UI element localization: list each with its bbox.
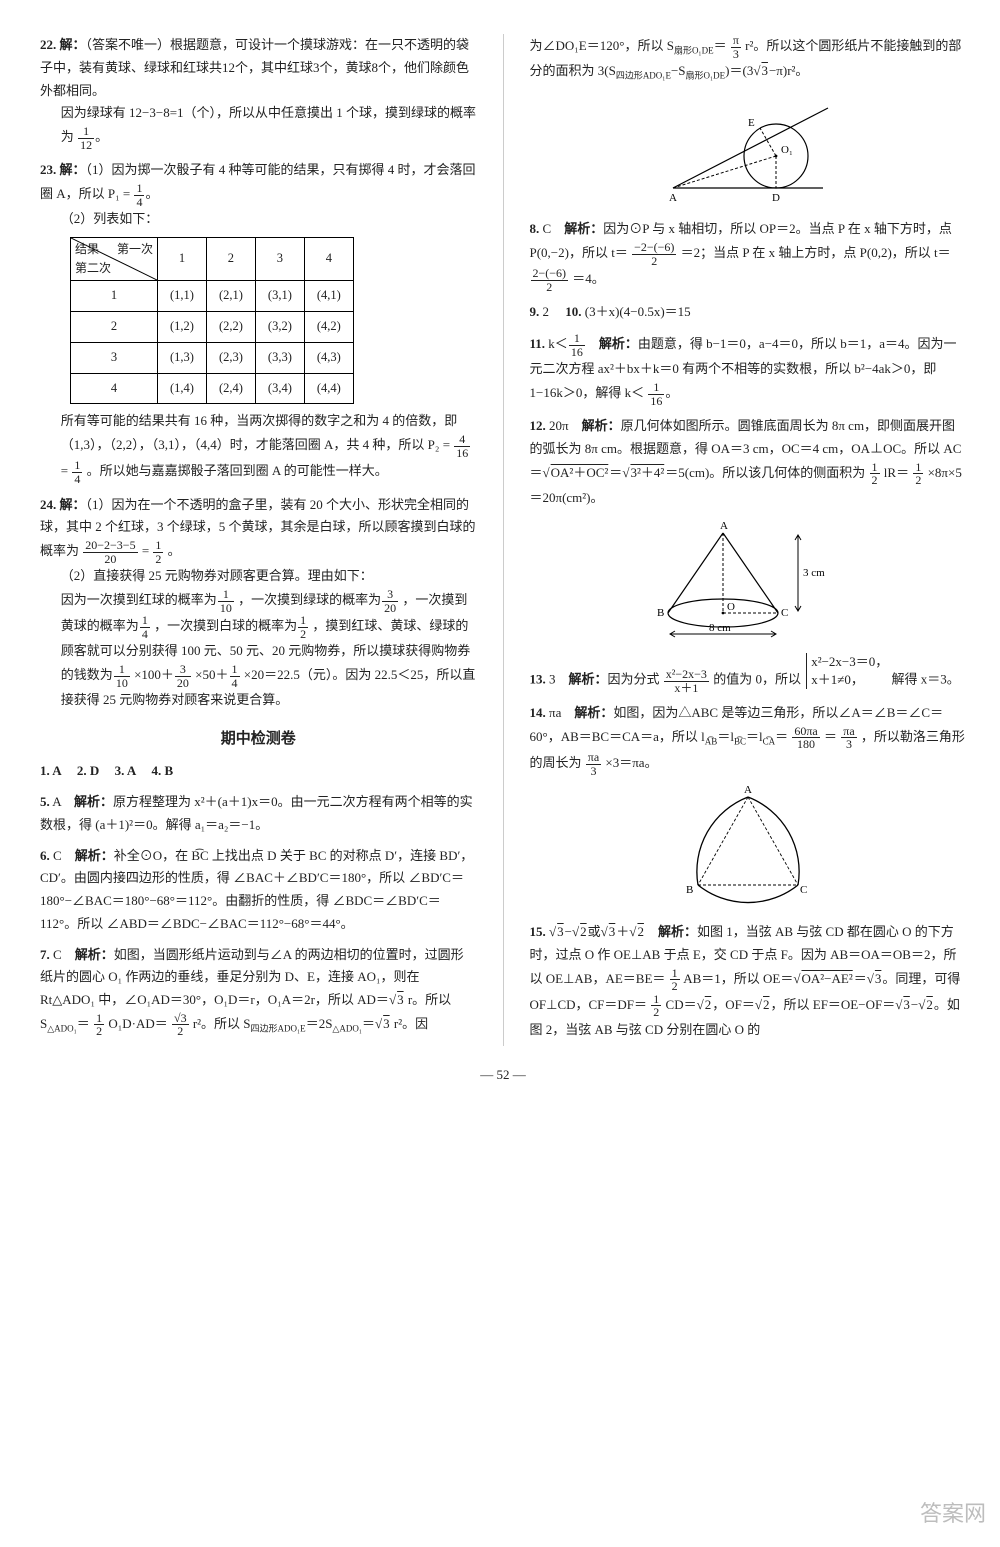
q24-label: 解：	[60, 497, 86, 512]
midterm-title: 期中检测卷	[40, 726, 477, 752]
svg-text:8 cm: 8 cm	[709, 622, 731, 634]
left-column: 22. 解：（答案不唯一）根据题意，可设计一个摸球游戏：在一只不透明的袋子中，装…	[40, 30, 477, 1050]
q24-p3: 因为一次摸到红球的概率为110 ，一次摸到绿球的概率为320 ，一次摸到黄球的概…	[40, 588, 477, 712]
cell: (4,3)	[304, 342, 353, 373]
svg-text:C: C	[781, 607, 788, 619]
watermark: 答案网	[920, 1495, 986, 1534]
q12: 12. 20π 解析：原几何体如图所示。圆锥底面周长为 8π cm，即侧面展开图…	[530, 415, 967, 509]
q22: 22. 解：（答案不唯一）根据题意，可设计一个摸球游戏：在一只不透明的袋子中，装…	[40, 34, 477, 151]
q24-frac1: 20−2−3−520	[83, 539, 137, 565]
cell: (2,4)	[206, 373, 255, 404]
q23-frac3: 14	[72, 459, 82, 485]
q23-frac2: 416	[454, 433, 470, 459]
q11: 11. k＜116 解析：由题意，得 b−1＝0，a−4＝0，所以 b＝1，a＝…	[530, 332, 967, 407]
svg-text:B: B	[686, 884, 693, 896]
q15: 15. √3−√2或√3＋√2 解析：如图 1，当弦 AB 与弦 CD 都在圆心…	[530, 921, 967, 1042]
cell: (1,3)	[158, 342, 207, 373]
fig-q12: 3 cm 8 cm A B C O	[530, 518, 967, 646]
q24-num: 24.	[40, 497, 56, 512]
q22-p1: （答案不唯一）根据题意，可设计一个摸球游戏：在一只不透明的袋子中，装有黄球、绿球…	[40, 37, 469, 98]
q23-frac1: 14	[134, 182, 144, 208]
svg-text:A: A	[669, 192, 677, 203]
cell: (3,1)	[255, 280, 304, 311]
row-header: 1	[71, 280, 158, 311]
cell: (1,4)	[158, 373, 207, 404]
page-number: — 52 —	[40, 1064, 966, 1087]
q5: 5. A 解析：原方程整理为 x²＋(a＋1)x＝0。由一元二次方程有两个相等的…	[40, 791, 477, 837]
q7-cont: 为∠DO₁E＝120°，所以 S扇形O₁DE＝ π3 r²。所以这个圆形纸片不能…	[530, 34, 967, 85]
col-header: 1	[158, 237, 207, 280]
q23: 23. 解：（1）因为掷一次骰子有 4 种等可能的结果，只有掷得 4 时，才会落…	[40, 159, 477, 485]
svg-text:O₁: O₁	[781, 144, 793, 156]
fig14-svg: A B C	[678, 785, 818, 905]
cell: (2,3)	[206, 342, 255, 373]
fig-q7: A D E O₁	[530, 93, 967, 211]
system: x²−2x−3＝0， x＋1≠0，	[806, 653, 888, 688]
q23-num: 23.	[40, 162, 56, 177]
cell: (3,2)	[255, 311, 304, 342]
cell: (3,4)	[255, 373, 304, 404]
q9-10: 9. 2 10. (3＋x)(4−0.5x)＝15	[530, 301, 967, 324]
cell: (2,1)	[206, 280, 255, 311]
cell: (1,1)	[158, 280, 207, 311]
svg-text:A: A	[720, 520, 728, 532]
row-header: 3	[71, 342, 158, 373]
svg-text:O: O	[727, 601, 735, 613]
column-divider	[503, 34, 504, 1046]
svg-text:B: B	[657, 607, 664, 619]
ans-1-4: 1. A 2. D 3. A 4. B	[40, 760, 477, 783]
q6: 6. C 解析：补全⊙O，在 B͡C 上找出点 D 关于 BC 的对称点 D′，…	[40, 845, 477, 936]
q23-p1a: （1）因为掷一次骰子有 4 种等可能的结果，只有掷得 4 时，才会落回圈 A，所…	[40, 162, 476, 201]
q23-label: 解：	[60, 162, 86, 177]
cell: (3,3)	[255, 342, 304, 373]
q22-num: 22.	[40, 37, 56, 52]
cell: (2,2)	[206, 311, 255, 342]
q24-frac2: 12	[153, 539, 163, 565]
svg-text:C: C	[800, 884, 807, 896]
cell: (4,4)	[304, 373, 353, 404]
q22-p2a: 因为绿球有 12−3−8=1（个），所以从中任意摸出 1 个球，摸到绿球的概率为	[61, 105, 476, 144]
q22-line2: 因为绿球有 12−3−8=1（个），所以从中任意摸出 1 个球，摸到绿球的概率为…	[40, 102, 477, 151]
table-corner: 结果 第一次 第二次	[71, 237, 158, 280]
q22-frac1: 112	[78, 125, 94, 151]
col-header: 4	[304, 237, 353, 280]
q14: 14. πa 解析：如图，因为△ABC 是等边三角形，所以∠A＝∠B＝∠C＝60…	[530, 702, 967, 777]
q23-p2: （2）列表如下：	[40, 208, 477, 231]
cell: (1,2)	[158, 311, 207, 342]
q7: 7. C 解析：如图，当圆形纸片运动到与∠A 的两边相切的位置时，过圆形纸片的圆…	[40, 944, 477, 1038]
right-column: 为∠DO₁E＝120°，所以 S扇形O₁DE＝ π3 r²。所以这个圆形纸片不能…	[530, 30, 967, 1050]
fig-q14: A B C	[530, 785, 967, 913]
svg-text:A: A	[744, 785, 752, 796]
svg-text:D: D	[772, 192, 780, 203]
fig7-svg: A D E O₁	[663, 93, 833, 203]
cell: (4,1)	[304, 280, 353, 311]
q24-p2: （2）直接获得 25 元购物券对顾客更合算。理由如下：	[40, 565, 477, 588]
q24: 24. 解：（1）因为在一个不透明的盒子里，装有 20 个大小、形状完全相同的球…	[40, 494, 477, 713]
q23-p3: 所有等可能的结果共有 16 种，当两次掷得的数字之和为 4 的倍数，即（1,3）…	[40, 410, 477, 485]
q22-label: 解：	[60, 37, 86, 52]
fig12-svg: 3 cm 8 cm A B C O	[643, 518, 853, 638]
svg-text:E: E	[748, 117, 755, 129]
cell: (4,2)	[304, 311, 353, 342]
q13: 13. 3 解析：因为分式 x²−2x−3x＋1 的值为 0，所以 x²−2x−…	[530, 653, 967, 694]
q8: 8. C 解析：因为⊙P 与 x 轴相切，所以 OP＝2。当点 P 在 x 轴下…	[530, 218, 967, 293]
svg-text:3 cm: 3 cm	[803, 567, 825, 579]
row-header: 2	[71, 311, 158, 342]
col-header: 3	[255, 237, 304, 280]
col-header: 2	[206, 237, 255, 280]
q23-table: 结果 第一次 第二次 1 2 3 4 1 (1,1)(2,1)(3,1)(4,1…	[70, 237, 354, 405]
row-header: 4	[71, 373, 158, 404]
